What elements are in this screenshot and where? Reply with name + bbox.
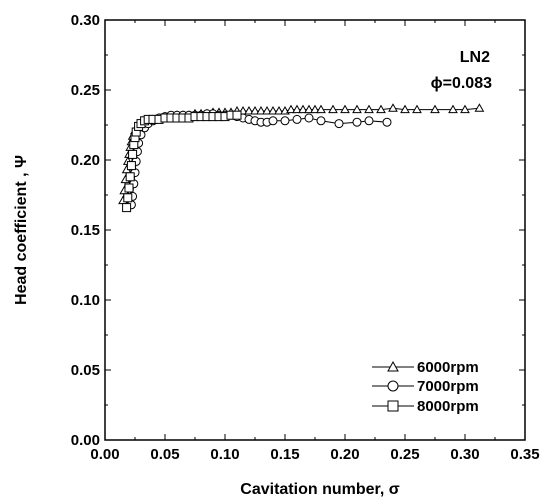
- data-point-7000rpm: [268, 116, 278, 126]
- axis-ticks: [104, 19, 526, 441]
- data-point-6000rpm: [286, 104, 296, 114]
- data-point-7000rpm: [292, 114, 302, 124]
- x-tick-labels: 0.00 0.05 0.10 0.15 0.20 0.25 0.30 0.35: [90, 446, 539, 463]
- data-point-7000rpm: [352, 117, 362, 127]
- y-tick-label: 0.30: [71, 12, 100, 29]
- data-point-8000rpm: [125, 172, 135, 182]
- data-point-7000rpm: [280, 116, 290, 126]
- data-point-6000rpm: [310, 104, 320, 114]
- y-axis-title: Head coefficient , Ψ: [13, 155, 30, 305]
- data-point-6000rpm: [340, 104, 350, 114]
- data-point-8000rpm: [232, 110, 242, 120]
- legend-marker-8000rpm: [387, 400, 399, 412]
- annotation-fluid: LN2: [460, 49, 490, 66]
- data-point-6000rpm: [448, 104, 458, 114]
- data-point-6000rpm: [268, 105, 278, 115]
- x-tick-label: 0.30: [450, 446, 479, 463]
- data-point-6000rpm: [328, 104, 338, 114]
- series-8000rpm: [122, 110, 242, 213]
- data-point-7000rpm: [316, 116, 326, 126]
- y-tick-label: 0.20: [71, 152, 100, 169]
- x-tick-label: 0.10: [210, 446, 239, 463]
- data-point-6000rpm: [460, 104, 470, 114]
- data-point-6000rpm: [250, 105, 260, 115]
- series-7000rpm: [126, 109, 392, 210]
- data-point-8000rpm: [123, 193, 133, 203]
- data-point-8000rpm: [122, 203, 132, 213]
- y-tick-label: 0.25: [71, 82, 100, 99]
- legend-label-6000rpm: 6000rpm: [417, 359, 479, 376]
- legend-marker-6000rpm: [387, 360, 399, 372]
- series-layer: [118, 103, 485, 213]
- x-tick-label: 0.15: [270, 446, 299, 463]
- legend-marker-7000rpm: [387, 380, 399, 392]
- data-point-7000rpm: [334, 119, 344, 129]
- x-axis-title: Cavitation number, σ: [240, 481, 399, 498]
- data-point-6000rpm: [352, 104, 362, 114]
- data-point-6000rpm: [304, 104, 314, 114]
- x-tick-label: 0.05: [150, 446, 179, 463]
- x-tick-label: 0.25: [390, 446, 419, 463]
- data-point-6000rpm: [274, 105, 284, 115]
- data-point-8000rpm: [126, 161, 136, 171]
- data-point-6000rpm: [364, 104, 374, 114]
- legend-label-8000rpm: 8000rpm: [417, 398, 479, 415]
- legend-label-7000rpm: 7000rpm: [417, 378, 479, 395]
- data-point-6000rpm: [430, 104, 440, 114]
- data-point-7000rpm: [364, 116, 374, 126]
- y-tick-labels: 0.00 0.05 0.10 0.15 0.20 0.25 0.30: [71, 12, 100, 449]
- x-tick-label: 0.00: [90, 446, 119, 463]
- data-point-6000rpm: [400, 104, 410, 114]
- y-tick-label: 0.10: [71, 292, 100, 309]
- data-point-8000rpm: [124, 183, 134, 193]
- data-point-6000rpm: [474, 103, 485, 112]
- x-tick-label: 0.35: [510, 446, 539, 463]
- data-point-7000rpm: [382, 117, 392, 127]
- data-point-6000rpm: [412, 104, 422, 114]
- data-point-6000rpm: [376, 104, 386, 114]
- data-point-6000rpm: [244, 105, 254, 115]
- y-tick-label: 0.15: [71, 222, 100, 239]
- x-tick-label: 0.20: [330, 446, 359, 463]
- data-point-8000rpm: [128, 149, 138, 159]
- legend: 6000rpm 7000rpm 8000rpm: [372, 359, 479, 415]
- data-point-7000rpm: [304, 113, 314, 123]
- data-point-6000rpm: [262, 105, 272, 115]
- data-point-6000rpm: [256, 105, 266, 115]
- annotation-flow-coefficient: ϕ=0.083: [431, 75, 492, 92]
- data-point-6000rpm: [298, 104, 308, 114]
- series-line-7000rpm: [130, 113, 388, 205]
- data-point-6000rpm: [316, 104, 326, 114]
- y-tick-label: 0.05: [71, 362, 100, 379]
- y-tick-label: 0.00: [71, 432, 100, 449]
- data-point-6000rpm: [292, 104, 302, 114]
- data-point-6000rpm: [388, 103, 398, 112]
